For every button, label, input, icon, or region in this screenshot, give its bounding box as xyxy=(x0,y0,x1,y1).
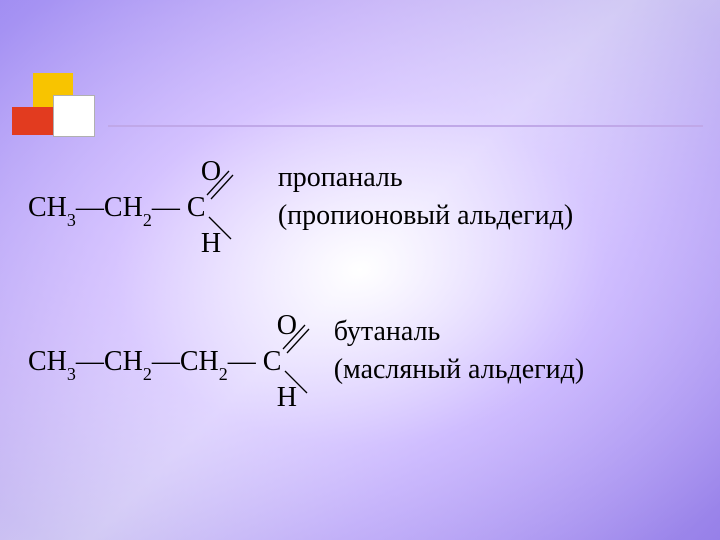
chain-group: CH xyxy=(104,192,143,223)
molecule-name-secondary: (пропионовый альдегид) xyxy=(278,197,573,235)
aldehyde-group: O C H xyxy=(187,155,231,263)
chain-sub: 2 xyxy=(143,210,152,230)
bond-lines-icon xyxy=(187,155,237,263)
chain-group: CH xyxy=(28,346,67,377)
bond-dash: — xyxy=(76,192,104,223)
molecule-name-primary: пропаналь xyxy=(278,159,573,197)
bond-dash: — xyxy=(228,346,256,377)
bond-lines-icon xyxy=(263,309,313,417)
bond-dash: — xyxy=(152,192,180,223)
molecule-name-secondary: (масляный альдегид) xyxy=(334,351,584,389)
molecule-name-primary: бутаналь xyxy=(334,313,584,351)
chain-group: CH xyxy=(28,192,67,223)
chain-group: CH xyxy=(180,346,219,377)
bond-dash: — xyxy=(152,346,180,377)
aldehyde-group: O C H xyxy=(263,309,307,417)
molecule-list: CH3—CH2— O C H пропаналь (пропионовый ал… xyxy=(28,155,688,429)
chain-sub: 3 xyxy=(67,364,76,384)
divider-line xyxy=(108,125,703,127)
decor-white-square xyxy=(53,95,95,137)
molecule-row: CH3—CH2— O C H пропаналь (пропионовый ал… xyxy=(28,155,688,275)
molecule-row: CH3—CH2—CH2— O C H бутаналь (масляный ал… xyxy=(28,309,688,429)
bond-dash: — xyxy=(76,346,104,377)
chain-sub: 3 xyxy=(67,210,76,230)
chain-sub: 2 xyxy=(143,364,152,384)
chain-group: CH xyxy=(104,346,143,377)
chain-sub: 2 xyxy=(219,364,228,384)
